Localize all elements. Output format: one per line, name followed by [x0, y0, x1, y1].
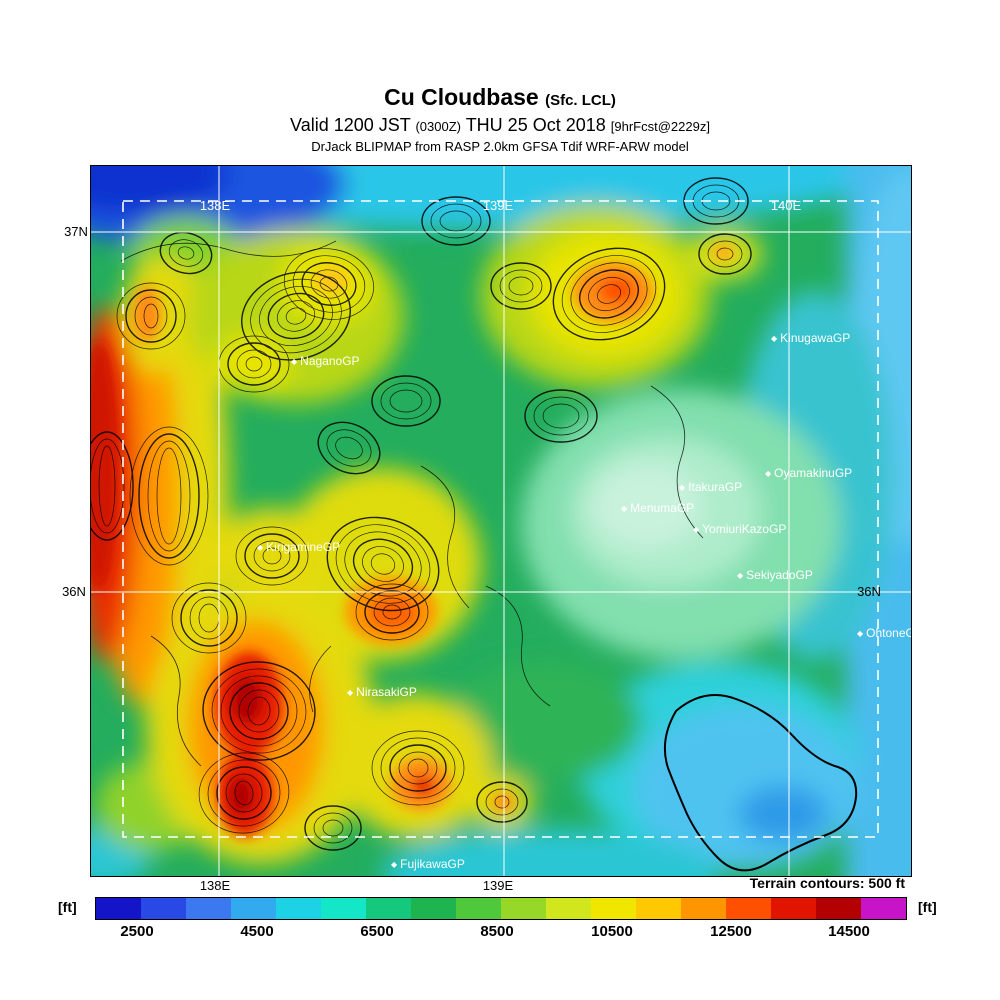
graticule-label-138e: 138E	[199, 878, 231, 893]
valid-zulu: (0300Z)	[415, 119, 461, 134]
graticule	[91, 166, 911, 876]
terrain-colormap	[91, 166, 911, 876]
colorbar-unit-left: [ft]	[58, 899, 77, 915]
colorbar-segment	[591, 898, 636, 919]
graticule-label-139e: 139E	[482, 878, 514, 893]
colorbar-unit-right: [ft]	[918, 899, 937, 915]
colorbar-tick-4500: 4500	[240, 923, 274, 940]
plot-title-main: Cu Cloudbase	[384, 84, 539, 110]
graticule-label-36n: 36N	[62, 584, 86, 599]
colorbar-segment	[141, 898, 186, 919]
terrain-contour-lines	[120, 240, 704, 767]
colorbar	[95, 897, 907, 920]
coastline	[663, 694, 858, 872]
colorbar-segment	[816, 898, 861, 919]
colorbar-segment	[726, 898, 771, 919]
colorbar-segment	[456, 898, 501, 919]
colorbar-ticks: 2500 4500 6500 8500 10500 12500 14500	[95, 923, 905, 943]
colorbar-segment	[636, 898, 681, 919]
model-info-line: DrJack BLIPMAP from RASP 2.0km GFSA Tdif…	[311, 139, 689, 154]
terrain-contour-rings	[91, 177, 752, 851]
model-domain-boundary	[122, 200, 879, 838]
graticule-label-37n: 37N	[64, 224, 88, 239]
plot-header: Cu Cloudbase (Sfc. LCL) Valid 1200 JST (…	[0, 84, 1000, 155]
colorbar-segment	[501, 898, 546, 919]
colorbar-tick-2500: 2500	[120, 923, 154, 940]
colorbar-tick-10500: 10500	[591, 923, 633, 940]
colorbar-segment	[546, 898, 591, 919]
valid-time-line: Valid 1200 JST (0300Z) THU 25 Oct 2018 […	[0, 114, 1000, 138]
colorbar-segment	[771, 898, 816, 919]
colorbar-segment	[96, 898, 141, 919]
terrain-contours-note: Terrain contours: 500 ft	[749, 875, 905, 891]
colorbar-segment	[186, 898, 231, 919]
colorbar-segment	[681, 898, 726, 919]
valid-prefix: Valid 1200 JST	[290, 115, 411, 135]
forecast-tag: [9hrFcst@2229z]	[610, 119, 710, 134]
colorbar-segment	[276, 898, 321, 919]
colorbar-tick-12500: 12500	[710, 923, 752, 940]
colorbar-segment	[861, 898, 906, 919]
colorbar-tick-6500: 6500	[360, 923, 394, 940]
colorbar-segment	[366, 898, 411, 919]
colorbar-segment	[231, 898, 276, 919]
colorbar-segment	[321, 898, 366, 919]
forecast-map[interactable]: ◆ NaganoGP ◆ KinugawaGP ◆ OyamakinuGP ◆ Itakura…	[90, 165, 912, 877]
colorbar-tick-8500: 8500	[480, 923, 514, 940]
plot-title: Cu Cloudbase (Sfc. LCL)	[0, 84, 1000, 114]
colorbar-segment	[411, 898, 456, 919]
colorbar-tick-14500: 14500	[828, 923, 870, 940]
valid-date: THU 25 Oct 2018	[465, 115, 606, 135]
plot-title-suffix: (Sfc. LCL)	[545, 92, 616, 109]
